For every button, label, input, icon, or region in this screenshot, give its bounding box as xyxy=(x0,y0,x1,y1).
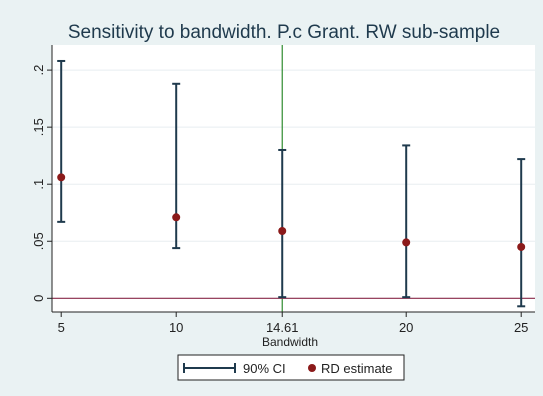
legend-ci-label: 90% CI xyxy=(243,361,286,376)
x-tick-label: 5 xyxy=(58,320,65,335)
y-tick-label: .1 xyxy=(31,179,46,190)
x-tick-label: 25 xyxy=(514,320,528,335)
y-tick-label: .05 xyxy=(31,232,46,250)
y-tick-label: .15 xyxy=(31,118,46,136)
estimate-point xyxy=(57,173,66,182)
legend-estimate-marker xyxy=(308,364,316,372)
estimate-point xyxy=(402,238,411,247)
legend-estimate-label: RD estimate xyxy=(321,361,393,376)
chart-title: Sensitivity to bandwidth. P.c Grant. RW … xyxy=(68,22,500,43)
x-tick-label: 14.61 xyxy=(266,320,299,335)
x-axis-title: Bandwidth xyxy=(262,335,318,349)
estimate-point xyxy=(517,242,526,251)
estimate-point xyxy=(278,226,287,235)
plot-area xyxy=(52,45,535,312)
x-tick-label: 20 xyxy=(399,320,413,335)
y-tick-label: .2 xyxy=(31,65,46,76)
estimate-points xyxy=(57,173,526,251)
legend: 90% CI RD estimate xyxy=(177,354,405,381)
axes: 0 .05 .1 .15 .2 5 10 14.61 20 25 xyxy=(31,45,535,335)
estimate-point xyxy=(172,213,181,222)
y-tick-label: 0 xyxy=(31,295,46,302)
x-tick-label: 10 xyxy=(169,320,183,335)
